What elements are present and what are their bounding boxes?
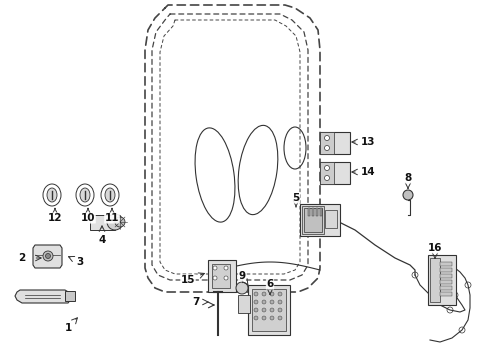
- Bar: [252, 289, 286, 331]
- Circle shape: [270, 308, 274, 312]
- Circle shape: [278, 300, 282, 304]
- Bar: [212, 264, 230, 288]
- Text: 5: 5: [293, 193, 299, 203]
- Bar: [208, 260, 236, 292]
- Circle shape: [324, 166, 329, 171]
- Bar: [440, 262, 452, 266]
- Circle shape: [254, 292, 258, 296]
- Circle shape: [324, 145, 329, 150]
- Circle shape: [270, 300, 274, 304]
- Bar: [320, 132, 334, 154]
- Bar: [428, 255, 456, 305]
- Text: 16: 16: [428, 243, 442, 253]
- Text: 4: 4: [98, 235, 106, 245]
- Text: 3: 3: [76, 257, 84, 267]
- Circle shape: [254, 316, 258, 320]
- Bar: [304, 208, 322, 232]
- Circle shape: [324, 175, 329, 180]
- Text: 9: 9: [239, 271, 245, 281]
- Text: 1: 1: [64, 323, 72, 333]
- Text: 10: 10: [81, 213, 95, 223]
- Bar: [302, 206, 324, 234]
- Circle shape: [224, 276, 228, 280]
- Circle shape: [43, 251, 53, 261]
- Circle shape: [270, 292, 274, 296]
- Bar: [440, 280, 452, 284]
- Bar: [320, 162, 350, 184]
- Bar: [430, 258, 440, 302]
- Text: 15: 15: [181, 275, 195, 285]
- Bar: [90, 215, 115, 230]
- Circle shape: [262, 316, 266, 320]
- Circle shape: [278, 292, 282, 296]
- Bar: [316, 208, 318, 216]
- Bar: [238, 295, 250, 313]
- Circle shape: [254, 308, 258, 312]
- Circle shape: [236, 282, 248, 294]
- Text: 12: 12: [48, 213, 62, 223]
- Bar: [440, 274, 452, 278]
- Text: 13: 13: [361, 137, 375, 147]
- Bar: [65, 291, 75, 301]
- Bar: [312, 208, 314, 216]
- Circle shape: [213, 266, 217, 270]
- Bar: [248, 285, 290, 335]
- Ellipse shape: [47, 188, 57, 202]
- Circle shape: [46, 253, 50, 258]
- Circle shape: [278, 308, 282, 312]
- Circle shape: [254, 300, 258, 304]
- Circle shape: [324, 135, 329, 140]
- Circle shape: [262, 300, 266, 304]
- Circle shape: [107, 214, 123, 230]
- Bar: [440, 292, 452, 296]
- Circle shape: [278, 316, 282, 320]
- Text: 2: 2: [19, 253, 25, 263]
- Text: 8: 8: [404, 173, 412, 183]
- Circle shape: [270, 316, 274, 320]
- Circle shape: [115, 217, 125, 227]
- Circle shape: [224, 266, 228, 270]
- Circle shape: [262, 308, 266, 312]
- Bar: [308, 208, 310, 216]
- Bar: [440, 286, 452, 290]
- Text: 11: 11: [105, 213, 119, 223]
- Circle shape: [213, 276, 217, 280]
- Bar: [300, 204, 340, 236]
- Bar: [320, 162, 334, 184]
- Ellipse shape: [105, 188, 115, 202]
- Circle shape: [262, 292, 266, 296]
- Bar: [325, 210, 337, 228]
- Text: 14: 14: [361, 167, 375, 177]
- Bar: [320, 208, 322, 216]
- Bar: [440, 268, 452, 272]
- Circle shape: [403, 190, 413, 200]
- Polygon shape: [33, 245, 62, 268]
- Text: 6: 6: [267, 279, 273, 289]
- Text: 7: 7: [192, 297, 200, 307]
- Polygon shape: [15, 290, 72, 303]
- Bar: [320, 132, 350, 154]
- Ellipse shape: [80, 188, 90, 202]
